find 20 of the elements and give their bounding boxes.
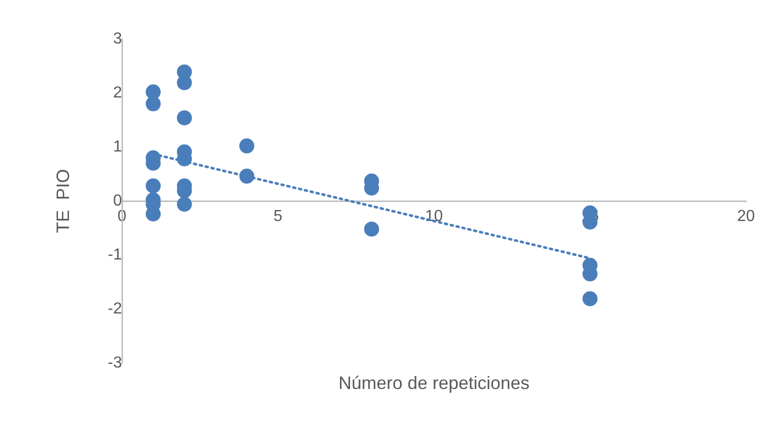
point	[146, 96, 161, 112]
y-tick-label: -2	[108, 300, 122, 318]
y-tick-label: -1	[108, 246, 122, 264]
point	[146, 178, 161, 194]
y-tick-label: 2	[113, 84, 122, 102]
y-tick-label: 0	[113, 192, 122, 210]
y-tick-label: 1	[113, 138, 122, 156]
y-tick-label: -3	[108, 354, 122, 372]
point	[176, 75, 192, 90]
point	[176, 110, 192, 126]
x-axis-title: Número de repeticiones	[338, 372, 530, 393]
point	[239, 138, 254, 154]
x-tick-label: 20	[737, 208, 755, 226]
point	[176, 196, 192, 212]
x-tick-label: 5	[274, 208, 283, 226]
y-axis-title: TE PIO	[52, 168, 73, 234]
y-tick-label: 3	[113, 30, 122, 48]
point	[364, 222, 380, 237]
point	[239, 168, 254, 184]
point	[582, 291, 598, 306]
